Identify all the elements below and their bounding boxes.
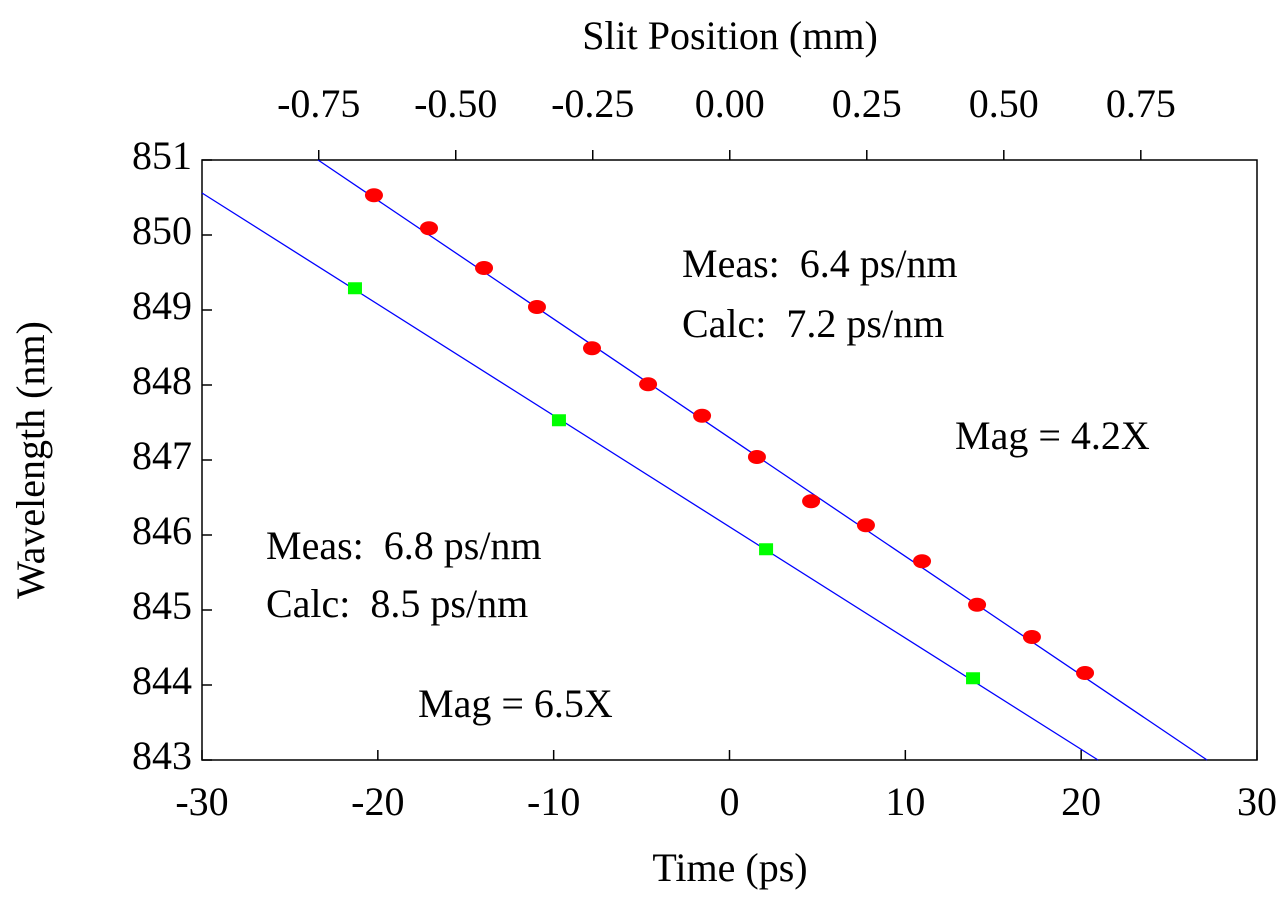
point	[747, 450, 766, 464]
point	[475, 261, 494, 275]
point	[347, 282, 362, 295]
point	[913, 554, 932, 569]
x2-tick-label: 0.75	[1106, 81, 1176, 126]
point	[582, 341, 601, 356]
point	[856, 518, 875, 533]
annotation: Meas: 6.4 ps/nm	[682, 241, 958, 286]
y-tick-label: 845	[132, 583, 192, 628]
point	[1076, 666, 1095, 680]
y-axis-label: Wavelength (nm)	[8, 321, 53, 599]
point	[527, 300, 546, 314]
y-tick-label: 848	[132, 358, 192, 403]
y-tick-label: 850	[132, 208, 192, 253]
x-tick-label: -10	[527, 779, 580, 824]
point	[693, 408, 712, 423]
y-tick-label: 844	[132, 658, 192, 703]
x-tick-label: 0	[720, 779, 740, 824]
point	[420, 221, 439, 236]
x2-tick-label: 0.50	[969, 81, 1039, 126]
x2-tick-label: -0.50	[414, 81, 497, 126]
y-tick-label: 847	[132, 433, 192, 478]
x2-axis-label: Slit Position (mm)	[582, 13, 878, 58]
point	[968, 597, 987, 612]
point	[966, 672, 981, 685]
x-tick-label: 20	[1061, 779, 1101, 824]
annotation: Meas: 6.8 ps/nm	[266, 523, 542, 568]
y-tick-label: 851	[132, 133, 192, 178]
x2-tick-label: -0.75	[277, 81, 360, 126]
annotation: Calc: 8.5 ps/nm	[266, 581, 528, 626]
x-axis-label: Time (ps)	[652, 845, 807, 890]
fit-line	[201, 192, 1099, 761]
x-tick-label: -20	[351, 779, 404, 824]
point	[364, 188, 383, 203]
x2-tick-label: -0.25	[551, 81, 634, 126]
x2-tick-label: 0.00	[695, 81, 765, 126]
point	[802, 494, 821, 509]
point	[759, 543, 774, 556]
x-tick-label: 10	[885, 779, 925, 824]
y-tick-label: 846	[132, 508, 192, 553]
x-tick-label: -30	[175, 779, 228, 824]
x-tick-label: 30	[1237, 779, 1277, 824]
x2-tick-label: 0.25	[832, 81, 902, 126]
point	[639, 377, 658, 392]
annotation: Mag = 4.2X	[955, 413, 1150, 458]
y-tick-label: 843	[132, 733, 192, 778]
annotation: Calc: 7.2 ps/nm	[682, 301, 944, 346]
y-tick-label: 849	[132, 283, 192, 328]
point	[1022, 630, 1041, 644]
point	[551, 414, 566, 427]
annotation: Mag = 6.5X	[418, 681, 613, 726]
